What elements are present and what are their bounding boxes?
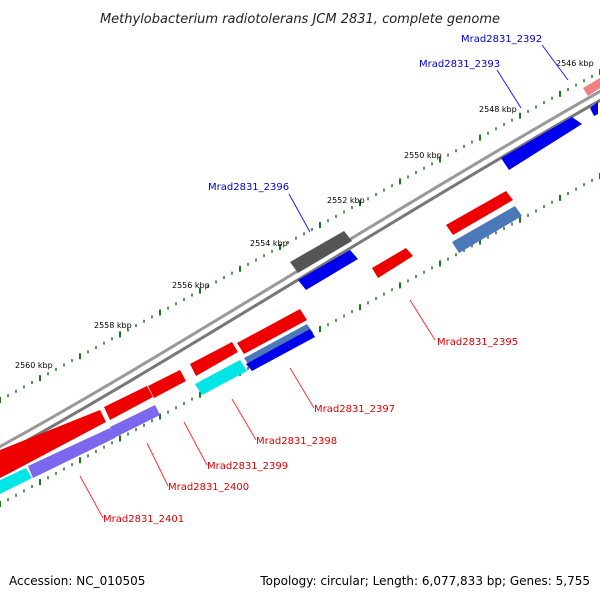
- scale-label-2552: 2552 kbp: [327, 196, 365, 205]
- gene-label-2401[interactable]: Mrad2831_2401: [103, 514, 184, 525]
- gene-red-right-arrow[interactable]: [446, 191, 513, 235]
- gene-label-2395[interactable]: Mrad2831_2395: [437, 337, 518, 348]
- topology-text: Topology: circular; Length: 6,077,833 bp…: [260, 574, 590, 588]
- scale-label-2554: 2554 kbp: [250, 239, 288, 248]
- gene-label-2400[interactable]: Mrad2831_2400: [168, 482, 249, 493]
- gene-purple-2401-arrow[interactable]: [28, 428, 115, 478]
- scale-label-2550: 2550 kbp: [404, 151, 442, 160]
- gene-2396-arrow[interactable]: [290, 231, 352, 273]
- gene-purple-2400-arrow[interactable]: [110, 405, 160, 438]
- genome-title: Methylobacterium radiotolerans JCM 2831,…: [100, 12, 500, 27]
- gene-red-2398-arrow[interactable]: [190, 342, 238, 376]
- scale-labels: 2546 kbp 2548 kbp 2550 kbp 2552 kbp 2554…: [15, 59, 594, 370]
- gene-label-2393[interactable]: Mrad2831_2393: [419, 59, 500, 70]
- gene-red-2395-arrow[interactable]: [372, 248, 413, 278]
- gene-red-2401-arrow[interactable]: [0, 410, 106, 478]
- gene-red-2397-arrow[interactable]: [237, 309, 307, 354]
- genome-backbone-inner: [0, 98, 600, 458]
- scale-ticks-outer: [0, 69, 600, 403]
- gene-labels: Mrad2831_2392 Mrad2831_2393 Mrad2831_239…: [103, 34, 542, 525]
- gene-label-2392[interactable]: Mrad2831_2392: [461, 34, 542, 45]
- gene-blue-2397-arrow[interactable]: [246, 329, 315, 371]
- gene-2393-arrow[interactable]: [501, 117, 582, 170]
- gene-extra-blue-arrow[interactable]: [590, 102, 598, 116]
- upper-strand-genes: [290, 78, 600, 290]
- gene-cyan-left-arrow[interactable]: [0, 468, 32, 494]
- scale-label-2558: 2558 kbp: [94, 321, 132, 330]
- gene-blue-upper-arrow[interactable]: [298, 250, 358, 290]
- gene-red-2400-arrow[interactable]: [104, 386, 153, 420]
- gene-steel-right-arrow[interactable]: [452, 206, 522, 253]
- gene-red-left-small[interactable]: [0, 452, 26, 478]
- accession-text: Accession: NC_010505: [9, 574, 146, 588]
- scale-label-2546: 2546 kbp: [556, 59, 594, 68]
- gene-cyan-2398-arrow[interactable]: [195, 360, 247, 395]
- gene-label-2399[interactable]: Mrad2831_2399: [207, 461, 288, 472]
- gene-label-2396[interactable]: Mrad2831_2396: [208, 182, 289, 193]
- gene-red-2399-arrow[interactable]: [148, 370, 186, 398]
- scale-label-2560: 2560 kbp: [15, 361, 53, 370]
- scale-label-2548: 2548 kbp: [479, 105, 517, 114]
- gene-2392-arrow[interactable]: [583, 78, 600, 96]
- callout-lines: [79, 44, 569, 519]
- lower-strand-genes: [0, 191, 522, 494]
- genome-backbone-outer: [0, 89, 600, 449]
- gene-label-2397[interactable]: Mrad2831_2397: [314, 404, 395, 415]
- gene-label-2398[interactable]: Mrad2831_2398: [256, 436, 337, 447]
- scale-label-2556: 2556 kbp: [172, 281, 210, 290]
